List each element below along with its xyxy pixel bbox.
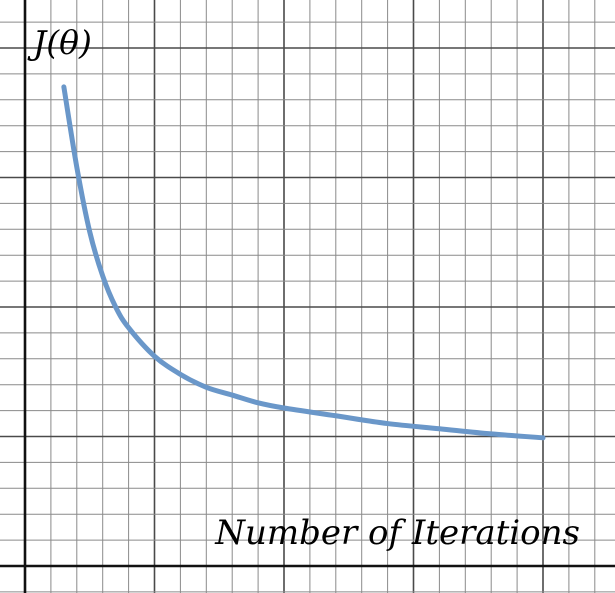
- series-layer: [61, 84, 546, 441]
- x-axis-title: Number of Iterations: [214, 513, 580, 553]
- y-axis-title: J(θ): [27, 23, 92, 62]
- cost-curve-line: [61, 84, 546, 441]
